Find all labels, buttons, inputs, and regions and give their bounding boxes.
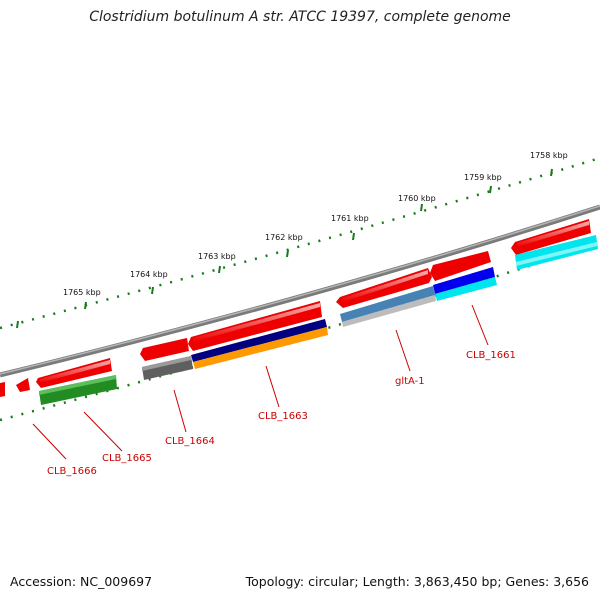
gene-bars (39, 235, 598, 405)
gene-label-glta1: gltA-1 (395, 376, 425, 387)
feature-arrow (140, 338, 189, 361)
accession-text: Accession: NC_009697 (10, 574, 153, 589)
feature-arrow (16, 378, 30, 392)
forward-features (0, 219, 591, 397)
major-ticks (16, 168, 553, 329)
map-title: Clostridium botulinum A str. ATCC 19397,… (89, 9, 511, 25)
tick-label-1760: 1760 kbp (398, 194, 436, 203)
genome-backbone (0, 204, 600, 378)
tick-label-1761: 1761 kbp (331, 214, 369, 223)
topology-text: Topology: circular; Length: 3,863,450 bp… (245, 574, 589, 589)
tick-label-1758: 1758 kbp (530, 151, 568, 160)
gene-label-clb1665: CLB_1665 (102, 453, 152, 464)
outer-dotted-track (0, 156, 600, 330)
gene-bar-blue (433, 267, 495, 294)
feature-arrow (430, 251, 491, 281)
tick-label-1764: 1764 kbp (130, 270, 168, 279)
gene-label-clb1664: CLB_1664 (165, 436, 215, 447)
feature-arrow (0, 382, 5, 397)
gene-label-clb1663: CLB_1663 (258, 411, 308, 422)
gene-bar-steelblue (340, 286, 435, 322)
gene-bar-orange (193, 327, 328, 369)
tick-label-1763: 1763 kbp (198, 252, 236, 261)
gene-label-clb1661: CLB_1661 (466, 350, 516, 361)
gene-label-clb1666: CLB_1666 (47, 466, 97, 477)
gene-bar-navy (191, 319, 327, 362)
tick-label-1759: 1759 kbp (464, 173, 502, 182)
tick-label-1765: 1765 kbp (63, 288, 101, 297)
label-leaders (32, 304, 489, 460)
tick-label-1762: 1762 kbp (265, 233, 303, 242)
gene-bar-cyan-small (435, 277, 497, 301)
